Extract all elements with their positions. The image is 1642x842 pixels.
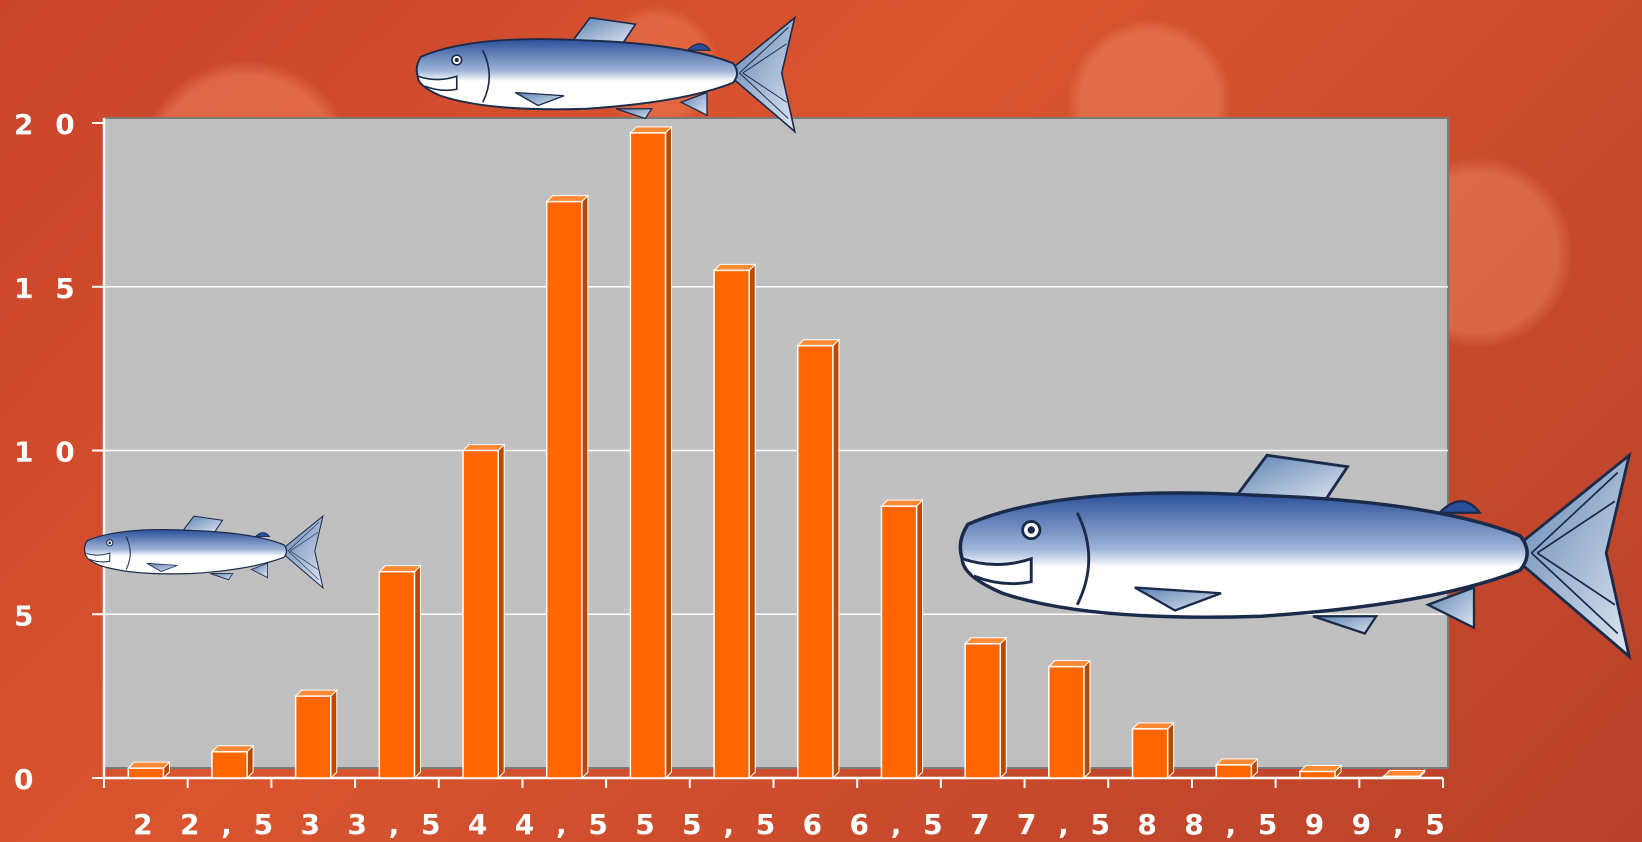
x-tick-label: 6: [803, 808, 828, 841]
x-tick-label: 7 , 5: [1017, 808, 1116, 841]
y-tick-labels: 0 5 1 0 1 5 2 0: [14, 108, 81, 796]
bar: [1298, 764, 1343, 780]
x-tick-label: 8 , 5: [1184, 808, 1283, 841]
bar: [545, 194, 590, 780]
bar: [712, 263, 757, 780]
bar: [1131, 721, 1175, 780]
x-tick-label: 5 , 5: [682, 808, 781, 841]
x-tick-label: 9 , 5: [1352, 808, 1451, 841]
salmon-icon: [415, 16, 796, 133]
y-tick-label: 1 0: [14, 436, 81, 469]
bar: [1214, 757, 1259, 780]
x-tick-label: 3 , 5: [347, 808, 446, 841]
bar: [963, 636, 1008, 780]
x-tick-label: 5: [635, 808, 660, 841]
bar: [378, 564, 422, 780]
bar: [127, 760, 171, 780]
x-tick-label: 4 , 5: [515, 808, 614, 841]
x-tick-labels: 2 2 , 5 3 3 , 5 4 4 , 5 5 5 , 5 6 6 , 5 7 7 , 5 8 8 ,…: [133, 808, 1451, 841]
bar: [294, 688, 339, 780]
x-tick-label: 8: [1137, 808, 1162, 841]
bar: [796, 338, 841, 780]
bar: [880, 498, 924, 780]
x-tick-label: 6 , 5: [849, 808, 948, 841]
y-tick-label: 0: [14, 763, 39, 796]
x-tick-label: 7: [970, 808, 995, 841]
x-tick-label: 3: [300, 808, 325, 841]
y-tick-label: 5: [14, 599, 39, 632]
x-tick-label: 4: [468, 808, 493, 841]
bar: [1047, 659, 1092, 780]
bar: [210, 744, 255, 780]
y-tick-label: 1 5: [14, 272, 81, 305]
x-tick-label: 9: [1305, 808, 1330, 841]
bar: [629, 125, 673, 780]
x-tick-label: 2: [133, 808, 158, 841]
x-tick-label: 2 , 5: [180, 808, 279, 841]
bars: [127, 125, 1426, 780]
bar: [461, 443, 506, 780]
y-tick-label: 2 0: [14, 108, 81, 141]
bar: [1382, 769, 1426, 780]
plot-area: [103, 117, 1449, 769]
